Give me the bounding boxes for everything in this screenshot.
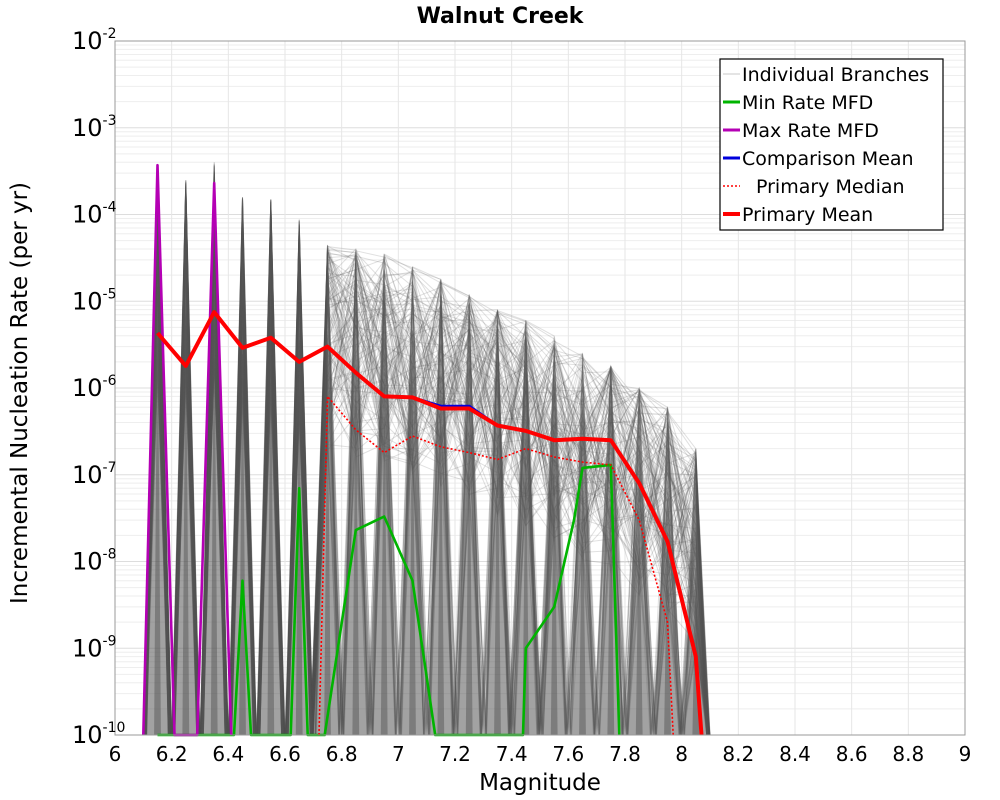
x-tick-label: 6.8 — [326, 742, 358, 766]
x-tick-label: 8 — [675, 742, 688, 766]
legend-label: Individual Branches — [742, 64, 929, 86]
x-tick-label: 7.6 — [552, 742, 584, 766]
legend: Individual Branches Min Rate MFD Max Rate … — [719, 58, 944, 231]
series-primary-median — [318, 395, 674, 736]
x-tick-label: 9 — [959, 742, 972, 766]
branch-core — [664, 511, 671, 735]
branch-core — [352, 353, 360, 735]
y-tick-label: 10-7 — [72, 460, 117, 489]
chart-title: Walnut Creek — [417, 4, 585, 29]
branch-line — [143, 210, 710, 736]
branch-core — [409, 370, 416, 735]
x-tick-label: 7.8 — [609, 742, 641, 766]
branch-core — [579, 457, 586, 735]
legend-label: Min Rate MFD — [742, 92, 873, 114]
legend-label: Primary Median — [756, 176, 905, 198]
x-tick-label: 7.2 — [439, 742, 471, 766]
y-axis-label: Incremental Nucleation Rate (per yr) — [7, 182, 33, 604]
branch-core — [522, 424, 530, 735]
grid — [115, 41, 965, 736]
legend-label: Comparison Mean — [742, 148, 914, 170]
y-tick-label: 10-4 — [72, 200, 117, 229]
x-tick-label: 8.2 — [722, 742, 754, 766]
plot-frame — [114, 40, 966, 736]
branch-core — [182, 284, 190, 735]
legend-label: Primary Mean — [742, 204, 873, 226]
branch-core — [607, 470, 615, 735]
x-tick-label: 6.4 — [212, 742, 244, 766]
branch-core — [154, 271, 161, 735]
legend-label: Max Rate MFD — [742, 120, 879, 142]
y-tick-label: 10-5 — [72, 286, 117, 315]
x-tick-label: 6.2 — [156, 742, 188, 766]
y-tick-label: 10-6 — [72, 373, 117, 402]
x-tick-label: 6 — [109, 742, 122, 766]
y-tick-label: 10-10 — [72, 720, 125, 749]
branch-core — [267, 303, 275, 735]
y-tick-label: 10-9 — [72, 633, 117, 662]
y-tick-labels: 10-2 10-3 10-4 10-5 10-6 10-7 10-8 10-9 10-10 — [72, 26, 125, 749]
x-tick-label: 7 — [392, 742, 405, 766]
x-tick-label: 7.4 — [496, 742, 528, 766]
branch-core — [494, 413, 501, 735]
y-tick-label: 10-2 — [72, 26, 117, 55]
y-tick-label: 10-8 — [72, 547, 117, 576]
branch-core — [295, 322, 303, 735]
branch-line — [144, 167, 709, 736]
x-tick-labels: 6 6.2 6.4 6.6 6.8 7 7.2 7.4 7.6 7.8 8 8.2 8.4 8.6 8.8 9 — [109, 742, 972, 766]
branch-core — [635, 492, 643, 735]
x-tick-label: 8.4 — [779, 742, 811, 766]
branch-core — [380, 358, 388, 735]
series-min-rate-mfd — [157, 463, 621, 737]
branch-core — [465, 398, 473, 735]
x-tick-label: 6.6 — [269, 742, 301, 766]
branch-core — [324, 348, 331, 735]
series-primary-mean — [155, 310, 704, 736]
x-axis-label: Magnitude — [479, 770, 601, 796]
x-tick-label: 8.6 — [836, 742, 868, 766]
branch-line — [142, 259, 709, 736]
branch-core — [550, 439, 558, 735]
legend-box — [719, 58, 944, 231]
x-tick-label: 8.8 — [892, 742, 924, 766]
branch-core — [437, 383, 445, 735]
branch-core — [210, 266, 218, 735]
y-tick-label: 10-3 — [72, 113, 117, 142]
